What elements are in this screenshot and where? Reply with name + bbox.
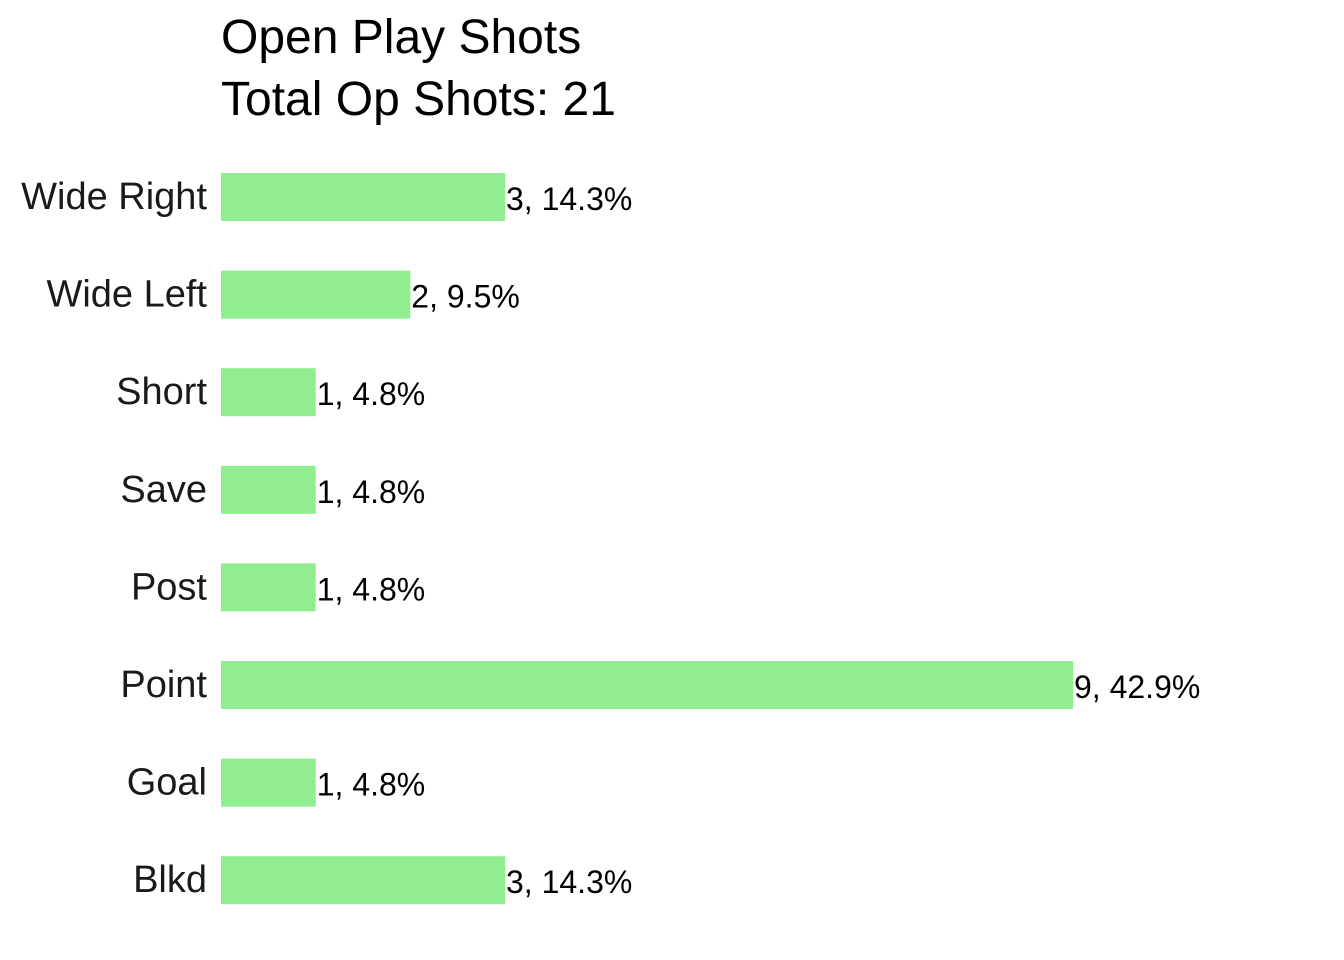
data-label: 1, 4.8% [317,376,426,412]
category-label: Short [116,371,207,413]
category-label: Save [120,469,207,511]
data-label: 2, 9.5% [411,279,520,315]
category-label: Wide Right [21,176,207,218]
data-label: 1, 4.8% [317,767,426,803]
bar-short [221,368,316,417]
bar-blkd [221,856,505,905]
chart-subtitle: Total Op Shots: 21 [221,73,616,126]
bar-save [221,465,316,514]
category-label: Point [120,664,207,706]
bar-point [221,661,1073,709]
data-label: 1, 4.8% [317,474,426,510]
data-label: 3, 14.3% [506,864,632,900]
chart-title: Open Play Shots [221,11,582,64]
category-label: Post [131,566,207,608]
bar-goal [221,758,316,807]
data-label: 3, 14.3% [506,181,632,217]
category-label: Blkd [133,859,207,901]
data-label: 9, 42.9% [1074,669,1200,705]
category-label: Wide Left [46,274,207,316]
bar-post [221,563,316,612]
category-label: Goal [127,762,207,804]
data-label: 1, 4.8% [317,571,426,607]
bar-wide-right [221,173,505,221]
bar-wide-left [221,270,411,319]
